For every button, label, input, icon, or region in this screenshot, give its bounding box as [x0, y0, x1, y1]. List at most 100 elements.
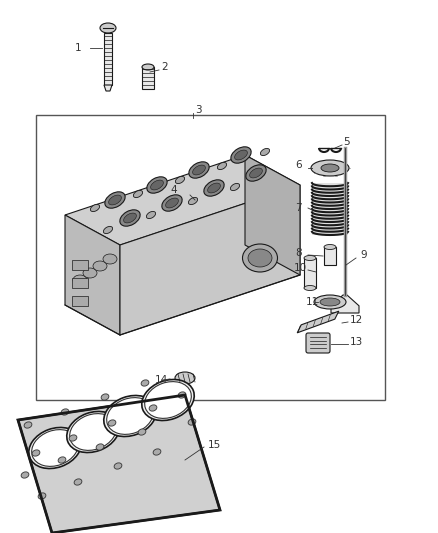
Ellipse shape: [208, 183, 220, 193]
Ellipse shape: [166, 198, 178, 208]
Text: 5: 5: [343, 137, 350, 147]
Bar: [72, 260, 88, 270]
Ellipse shape: [74, 479, 82, 485]
FancyBboxPatch shape: [306, 333, 330, 353]
Ellipse shape: [32, 430, 78, 466]
Text: 13: 13: [350, 337, 363, 347]
Ellipse shape: [142, 64, 154, 70]
Ellipse shape: [93, 261, 107, 271]
Ellipse shape: [149, 405, 157, 411]
Text: 4: 4: [170, 185, 177, 195]
Ellipse shape: [248, 249, 272, 267]
Text: 10: 10: [294, 263, 307, 273]
Ellipse shape: [58, 457, 66, 463]
Ellipse shape: [246, 165, 266, 181]
Ellipse shape: [21, 472, 29, 478]
Polygon shape: [297, 311, 339, 333]
Ellipse shape: [73, 275, 87, 285]
Ellipse shape: [189, 162, 209, 178]
Ellipse shape: [107, 398, 153, 434]
Ellipse shape: [250, 168, 262, 178]
Ellipse shape: [134, 190, 143, 198]
Ellipse shape: [61, 409, 69, 415]
Ellipse shape: [175, 176, 184, 183]
Polygon shape: [312, 183, 348, 235]
Ellipse shape: [104, 395, 156, 437]
Ellipse shape: [109, 195, 121, 205]
Ellipse shape: [83, 268, 97, 278]
Ellipse shape: [38, 493, 46, 499]
Ellipse shape: [235, 150, 247, 160]
Ellipse shape: [162, 195, 182, 211]
Text: 7: 7: [295, 203, 302, 213]
Polygon shape: [331, 295, 359, 313]
Ellipse shape: [141, 380, 149, 386]
Ellipse shape: [114, 463, 122, 469]
Ellipse shape: [147, 177, 167, 193]
Bar: [72, 296, 88, 306]
Ellipse shape: [90, 204, 99, 212]
Ellipse shape: [261, 148, 269, 156]
Ellipse shape: [100, 23, 116, 33]
Ellipse shape: [101, 394, 109, 400]
Ellipse shape: [193, 165, 205, 175]
Ellipse shape: [188, 419, 196, 425]
Text: 8: 8: [295, 248, 302, 258]
Ellipse shape: [96, 444, 104, 450]
Ellipse shape: [321, 164, 339, 172]
Ellipse shape: [103, 227, 113, 233]
Ellipse shape: [304, 255, 316, 261]
Ellipse shape: [146, 212, 155, 219]
Ellipse shape: [70, 414, 117, 450]
Polygon shape: [245, 155, 300, 275]
Text: 2: 2: [161, 62, 168, 72]
FancyBboxPatch shape: [104, 33, 112, 85]
Ellipse shape: [145, 382, 191, 418]
Ellipse shape: [32, 450, 40, 456]
Ellipse shape: [29, 427, 81, 469]
Ellipse shape: [124, 213, 136, 223]
Ellipse shape: [304, 286, 316, 290]
Ellipse shape: [230, 183, 240, 191]
Ellipse shape: [138, 429, 146, 435]
Ellipse shape: [67, 411, 119, 453]
Ellipse shape: [142, 379, 194, 421]
Ellipse shape: [243, 244, 278, 272]
Ellipse shape: [217, 163, 226, 169]
Polygon shape: [65, 155, 300, 245]
Bar: [324, 247, 336, 265]
Ellipse shape: [314, 295, 346, 309]
Ellipse shape: [320, 298, 340, 306]
Polygon shape: [120, 185, 300, 335]
Ellipse shape: [108, 420, 116, 426]
Ellipse shape: [204, 180, 224, 196]
Ellipse shape: [231, 147, 251, 163]
Polygon shape: [18, 395, 220, 533]
Ellipse shape: [153, 449, 161, 455]
Text: 11: 11: [306, 297, 319, 307]
Text: 15: 15: [208, 440, 221, 450]
Ellipse shape: [120, 210, 140, 226]
Text: 14: 14: [155, 375, 168, 385]
Ellipse shape: [105, 192, 125, 208]
Ellipse shape: [69, 435, 77, 441]
FancyBboxPatch shape: [142, 67, 154, 89]
Bar: [304, 258, 316, 288]
Text: 1: 1: [75, 43, 81, 53]
Ellipse shape: [151, 180, 163, 190]
Ellipse shape: [24, 422, 32, 428]
Ellipse shape: [175, 372, 195, 384]
Text: 12: 12: [350, 315, 363, 325]
Text: 9: 9: [360, 250, 367, 260]
Ellipse shape: [178, 392, 186, 398]
Text: 6: 6: [295, 160, 302, 170]
Ellipse shape: [103, 254, 117, 264]
Ellipse shape: [324, 245, 336, 249]
Bar: [72, 278, 88, 288]
Polygon shape: [104, 85, 112, 91]
Text: 3: 3: [195, 105, 201, 115]
Ellipse shape: [188, 197, 198, 205]
Ellipse shape: [311, 160, 349, 176]
Bar: [36, 115, 385, 400]
Polygon shape: [65, 215, 120, 335]
